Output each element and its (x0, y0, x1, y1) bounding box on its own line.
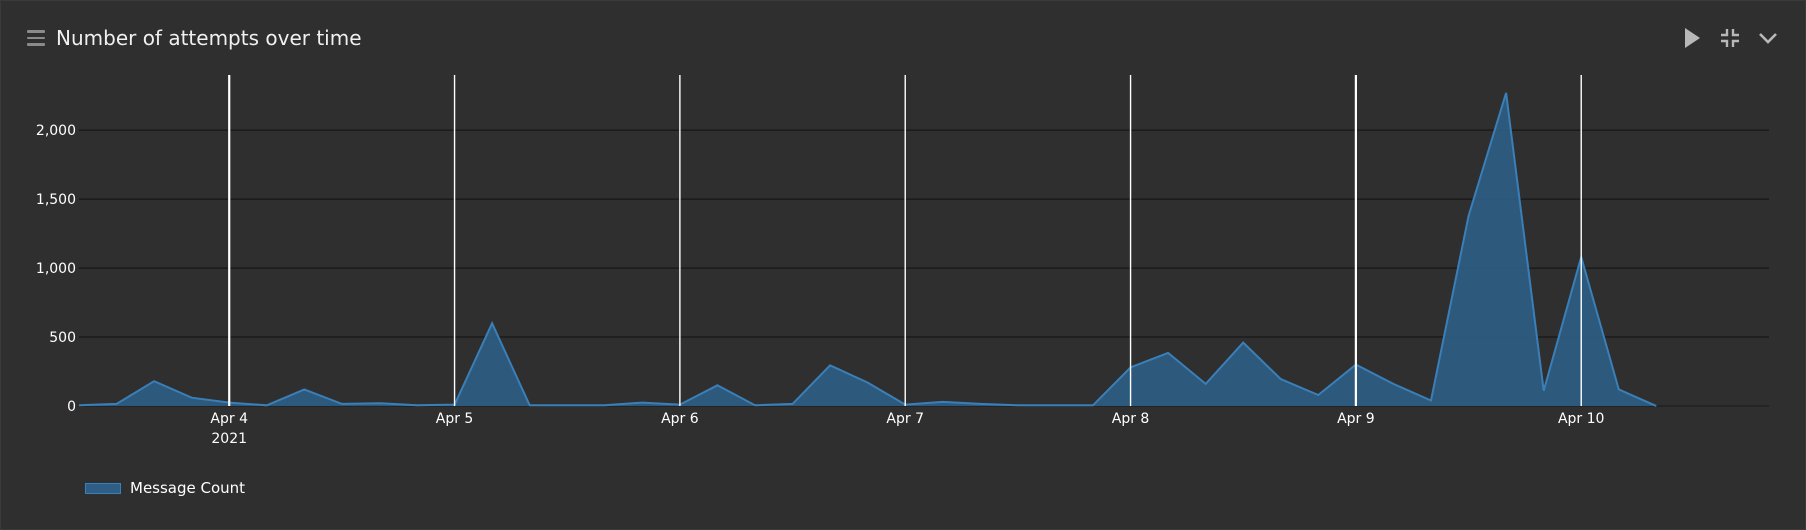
data-point (1467, 214, 1471, 218)
data-point (490, 321, 494, 325)
data-point (415, 403, 419, 407)
y-tick-label: 500 (49, 330, 76, 346)
collapse-button[interactable] (1755, 25, 1781, 51)
data-point (1091, 403, 1095, 407)
x-tick-label: Apr 10 (1558, 411, 1604, 427)
data-point (1204, 382, 1208, 386)
data-point (753, 403, 757, 407)
data-point (978, 402, 982, 406)
y-tick-label: 2,000 (36, 123, 76, 139)
series-line (78, 92, 1657, 407)
area-chart: 0 500 1,000 1,500 2,000 Apr 4 2021 Apr 5 Apr 6 Ap… (36, 75, 1769, 447)
x-tick-label: Apr 7 (886, 411, 924, 427)
data-point (640, 401, 644, 405)
data-point (1016, 403, 1020, 407)
data-point (565, 403, 569, 407)
data-point (1542, 389, 1546, 393)
data-point (1053, 403, 1057, 407)
panel-title: Number of attempts over time (56, 26, 362, 50)
data-point (265, 403, 269, 407)
x-tick-label: Apr 5 (436, 411, 474, 427)
data-point (190, 396, 194, 400)
data-point (828, 363, 832, 367)
data-point (115, 402, 119, 406)
data-point (1654, 404, 1658, 408)
chevron-down-icon (1759, 33, 1777, 44)
chart-legend[interactable]: Message Count (85, 479, 245, 497)
data-point (1617, 387, 1621, 391)
data-point (603, 403, 607, 407)
y-tick-label: 1,500 (36, 192, 76, 208)
data-point (715, 383, 719, 387)
y-tick-label: 0 (67, 399, 76, 415)
data-point (1166, 351, 1170, 355)
series-area (79, 92, 1657, 407)
data-point (340, 402, 344, 406)
legend-label: Message Count (130, 479, 246, 497)
play-button[interactable] (1679, 25, 1705, 51)
data-point (1241, 341, 1245, 345)
play-icon (1685, 28, 1700, 48)
data-point (528, 403, 532, 407)
x-tick-label: Apr 8 (1112, 411, 1150, 427)
fullscreen-exit-button[interactable] (1717, 25, 1743, 51)
data-point (1504, 91, 1508, 95)
hamburger-menu-icon[interactable] (27, 30, 45, 46)
compress-arrows-icon (1721, 29, 1739, 47)
panel-header: Number of attempts over time (1, 1, 1805, 63)
data-point (152, 379, 156, 383)
y-tick-label: 1,000 (36, 261, 76, 277)
x-tick-label: Apr 9 (1337, 411, 1375, 427)
data-point (1279, 377, 1283, 381)
data-point (1429, 398, 1433, 402)
data-point (1316, 393, 1320, 397)
data-point (77, 403, 81, 407)
data-point (791, 402, 795, 406)
legend-swatch (85, 482, 121, 494)
data-point (1391, 382, 1395, 386)
data-point (866, 381, 870, 385)
x-tick-year-label: 2021 (211, 431, 247, 447)
x-tick-label: Apr 4 (210, 411, 248, 427)
data-point (302, 387, 306, 391)
data-point (377, 401, 381, 405)
data-point (941, 400, 945, 404)
x-tick-label: Apr 6 (661, 411, 699, 427)
